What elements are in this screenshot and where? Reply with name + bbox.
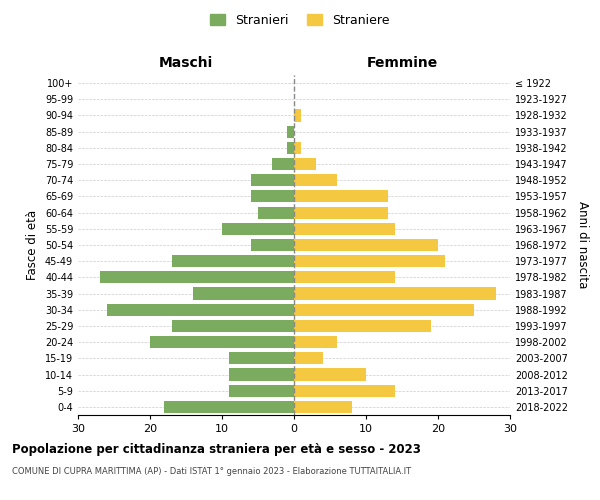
Bar — [193, 288, 294, 300]
Bar — [294, 110, 301, 122]
Bar — [294, 320, 431, 332]
Bar — [172, 320, 294, 332]
Bar — [294, 158, 316, 170]
Y-axis label: Anni di nascita: Anni di nascita — [576, 202, 589, 288]
Bar — [222, 222, 294, 235]
Bar — [272, 158, 294, 170]
Y-axis label: Fasce di età: Fasce di età — [26, 210, 39, 280]
Bar — [287, 142, 294, 154]
Bar — [294, 401, 352, 413]
Text: Maschi: Maschi — [159, 56, 213, 70]
Bar — [229, 384, 294, 397]
Bar — [294, 336, 337, 348]
Bar — [294, 352, 323, 364]
Bar — [251, 174, 294, 186]
Text: Femmine: Femmine — [367, 56, 437, 70]
Bar — [172, 255, 294, 268]
Bar — [107, 304, 294, 316]
Bar — [251, 190, 294, 202]
Bar — [294, 272, 395, 283]
Bar — [294, 239, 438, 251]
Bar — [100, 272, 294, 283]
Bar — [287, 126, 294, 138]
Bar — [294, 190, 388, 202]
Text: Popolazione per cittadinanza straniera per età e sesso - 2023: Popolazione per cittadinanza straniera p… — [12, 442, 421, 456]
Bar — [294, 174, 337, 186]
Bar — [294, 222, 395, 235]
Bar — [294, 255, 445, 268]
Text: COMUNE DI CUPRA MARITTIMA (AP) - Dati ISTAT 1° gennaio 2023 - Elaborazione TUTTA: COMUNE DI CUPRA MARITTIMA (AP) - Dati IS… — [12, 468, 411, 476]
Bar — [294, 368, 366, 380]
Bar — [229, 368, 294, 380]
Bar — [229, 352, 294, 364]
Bar — [150, 336, 294, 348]
Bar — [294, 384, 395, 397]
Bar — [294, 142, 301, 154]
Bar — [251, 239, 294, 251]
Bar — [294, 304, 474, 316]
Bar — [294, 288, 496, 300]
Bar — [258, 206, 294, 218]
Legend: Stranieri, Straniere: Stranieri, Straniere — [205, 8, 395, 32]
Bar — [294, 206, 388, 218]
Bar — [164, 401, 294, 413]
